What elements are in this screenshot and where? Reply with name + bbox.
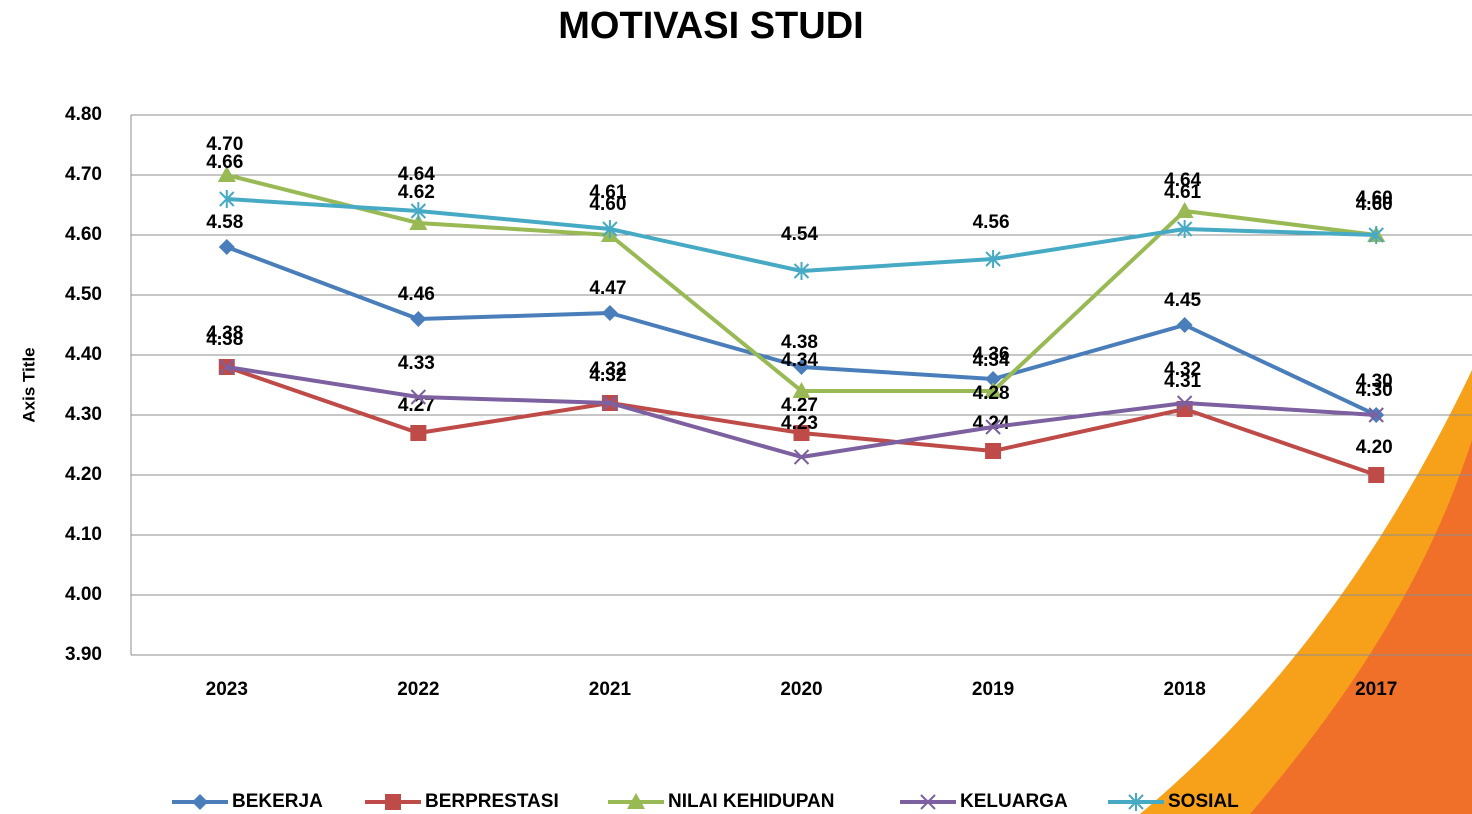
data-label: 4.34: [781, 350, 818, 371]
data-label: 4.45: [1164, 290, 1201, 311]
marker: [627, 793, 645, 809]
marker: [602, 220, 618, 238]
marker: [1176, 317, 1193, 333]
marker: [601, 305, 618, 321]
marker: [1176, 220, 1193, 238]
y-tick-label: 4.20: [65, 464, 102, 485]
data-label: 4.33: [398, 353, 435, 374]
marker: [219, 190, 235, 208]
y-tick-label: 4.80: [65, 104, 102, 125]
y-tick-label: 4.50: [65, 284, 102, 305]
marker: [985, 371, 1002, 387]
marker: [410, 425, 427, 441]
legend-label: KELUARGA: [960, 791, 1068, 812]
data-label: 4.38: [206, 323, 243, 344]
data-label: 4.28: [973, 383, 1010, 404]
data-label: 4.54: [781, 224, 818, 245]
marker: [984, 382, 1003, 398]
marker: [219, 359, 235, 375]
data-label: 4.20: [1356, 437, 1393, 458]
legend-label: BERPRESTASI: [425, 791, 559, 812]
data-label: 4.32: [1164, 359, 1201, 380]
legend-item: BERPRESTASI: [365, 791, 559, 812]
legend-item: BEKERJA: [172, 791, 323, 812]
y-tick-label: 4.00: [65, 584, 102, 605]
data-label: 4.61: [1164, 182, 1201, 203]
x-tick-label: 2021: [589, 679, 632, 700]
marker: [1175, 202, 1194, 218]
marker: [985, 250, 1001, 268]
marker: [985, 443, 1002, 459]
marker: [1368, 407, 1384, 423]
marker: [410, 389, 427, 405]
marker: [385, 794, 401, 810]
y-tick-label: 4.30: [65, 404, 102, 425]
data-label: 4.61: [589, 182, 626, 203]
marker: [602, 395, 618, 411]
data-label: 4.32: [589, 359, 626, 380]
x-tick-label: 2023: [206, 679, 248, 700]
chart-title: MOTIVASI STUDI: [558, 5, 863, 47]
data-label: 4.58: [206, 212, 243, 233]
marker: [1128, 793, 1144, 811]
legend-item: KELUARGA: [900, 791, 1068, 812]
data-label: 4.27: [781, 395, 818, 416]
marker: [1176, 395, 1193, 411]
marker: [409, 214, 428, 230]
data-label: 4.30: [1356, 380, 1393, 401]
legend-label: BEKERJA: [232, 791, 323, 812]
data-label: 4.38: [781, 332, 818, 353]
data-label: 4.60: [589, 194, 626, 215]
legend-label: SOSIAL: [1168, 791, 1239, 812]
data-label: 4.32: [589, 365, 626, 386]
marker: [218, 239, 235, 255]
x-tick-label: 2018: [1164, 679, 1206, 700]
data-label: 4.64: [398, 164, 435, 185]
data-label: 4.64: [1164, 170, 1201, 191]
marker: [793, 359, 810, 375]
marker: [1368, 467, 1385, 483]
decoration: [1250, 440, 1472, 814]
marker: [793, 262, 810, 280]
data-label: 4.70: [206, 134, 243, 155]
marker: [192, 794, 208, 810]
marker: [793, 449, 810, 465]
x-tick-label: 2017: [1355, 679, 1397, 700]
data-label: 4.60: [1356, 188, 1393, 209]
y-axis-title: Axis Title: [19, 347, 38, 422]
y-tick-label: 4.60: [65, 224, 102, 245]
marker: [792, 382, 811, 398]
data-label: 4.27: [398, 395, 435, 416]
data-label: 4.66: [206, 152, 243, 173]
data-label: 4.46: [398, 284, 435, 305]
marker: [920, 794, 936, 810]
data-label: 4.36: [973, 344, 1010, 365]
data-label: 4.30: [1356, 371, 1393, 392]
marker: [793, 425, 810, 441]
legend-item: NILAI KEHIDUPAN: [608, 791, 834, 812]
data-label: 4.34: [973, 350, 1010, 371]
x-tick-label: 2019: [972, 679, 1014, 700]
marker: [410, 311, 427, 327]
y-tick-label: 4.10: [65, 524, 102, 545]
data-label: 4.62: [398, 182, 435, 203]
marker: [1368, 226, 1384, 244]
legend-label: NILAI KEHIDUPAN: [668, 791, 834, 812]
marker: [410, 202, 427, 220]
marker: [985, 419, 1001, 435]
marker: [217, 166, 236, 182]
data-label: 4.38: [206, 329, 243, 350]
data-label: 4.47: [589, 278, 626, 299]
x-tick-label: 2022: [397, 679, 439, 700]
data-label: 4.31: [1164, 371, 1201, 392]
data-label: 4.56: [973, 212, 1010, 233]
y-tick-label: 4.70: [65, 164, 102, 185]
x-tick-label: 2020: [780, 679, 822, 700]
y-tick-label: 4.40: [65, 344, 102, 365]
legend-item: SOSIAL: [1108, 791, 1239, 812]
y-tick-label: 3.90: [65, 644, 102, 665]
data-label: 4.23: [781, 413, 818, 434]
data-label: 4.60: [1356, 194, 1393, 215]
